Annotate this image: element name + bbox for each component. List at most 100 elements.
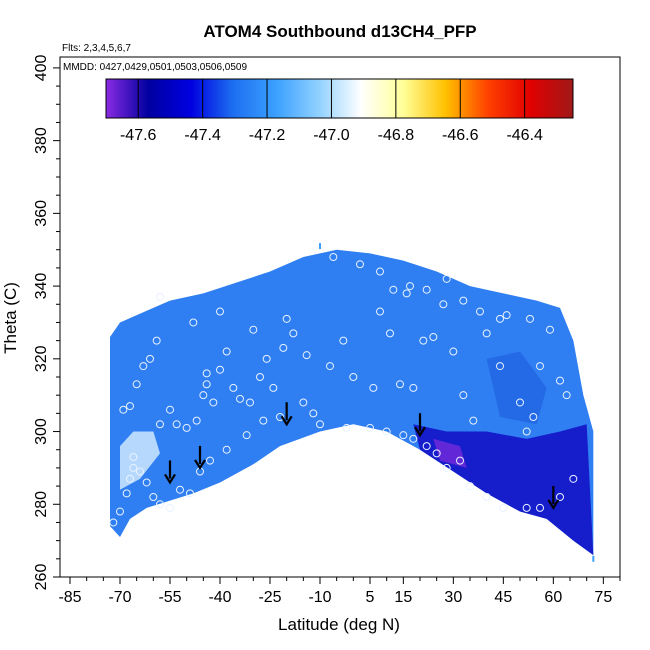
x-tick-label: 60 <box>544 589 562 606</box>
sample-point <box>339 336 348 345</box>
x-axis-label: Latitude (deg N) <box>278 615 400 634</box>
sample-point <box>502 311 511 320</box>
sample-point <box>442 463 451 472</box>
arrow-head <box>547 499 560 510</box>
arrow-head <box>414 426 426 438</box>
y-tick-label: 320 <box>33 345 50 372</box>
sample-point <box>522 503 531 512</box>
sample-point <box>209 398 218 407</box>
sample-point <box>156 293 164 301</box>
x-tick-label: 30 <box>444 589 462 606</box>
sample-point <box>279 343 288 352</box>
sample-point <box>206 456 214 465</box>
sample-point <box>269 383 278 392</box>
purple-patch <box>433 438 467 468</box>
sample-point <box>116 507 124 516</box>
y-tick-label: 300 <box>33 418 50 445</box>
sample-point <box>122 489 131 498</box>
sample-point <box>396 380 404 389</box>
sample-point <box>329 253 338 261</box>
sample-point <box>516 398 524 407</box>
x-tick-label: -10 <box>308 589 331 606</box>
sample-point <box>146 354 154 363</box>
sample-point <box>349 373 358 381</box>
sample-point <box>136 467 144 476</box>
x-tick-label: -85 <box>58 589 81 606</box>
sample-point <box>222 347 231 356</box>
x-tick-label: 45 <box>494 589 512 606</box>
x-tick-label: -40 <box>208 589 231 606</box>
sample-point <box>522 427 531 436</box>
x-tick-label: -70 <box>108 589 131 606</box>
sample-point <box>242 431 251 440</box>
sample-point <box>529 413 538 421</box>
sample-point <box>236 394 244 403</box>
x-tick-label: -25 <box>258 589 281 606</box>
sample-point <box>429 333 438 341</box>
sample-point <box>356 260 364 269</box>
sample-point <box>456 456 464 465</box>
sample-point <box>409 434 418 443</box>
profile-arrows <box>164 402 560 510</box>
colorbar-tick-label: -46.6 <box>442 127 479 144</box>
sample-point <box>496 314 504 323</box>
sample-point <box>316 420 324 429</box>
arrow-head <box>280 415 293 427</box>
sample-point <box>482 493 491 501</box>
sample-point <box>459 391 468 400</box>
sample-point <box>229 383 238 392</box>
sample-point <box>216 365 224 374</box>
sample-point <box>449 347 458 356</box>
y-axis-label: Theta (C) <box>1 282 20 354</box>
sample-point <box>222 445 231 454</box>
sample-point <box>376 267 384 276</box>
sample-point <box>126 402 134 411</box>
sample-point <box>556 493 564 501</box>
sample-point <box>259 416 268 425</box>
sample-point <box>399 431 408 440</box>
sample-point <box>129 463 138 472</box>
sample-point <box>406 282 414 291</box>
sample-point <box>466 482 474 491</box>
y-axis: 260 280 300 320 340 360 380 400 <box>33 54 60 590</box>
sample-point <box>382 427 391 436</box>
sample-point <box>192 416 201 425</box>
x-tick-label: 75 <box>594 589 612 606</box>
sample-point <box>432 449 441 458</box>
sample-point <box>182 423 191 432</box>
sample-point <box>469 416 478 425</box>
sample-point <box>249 325 258 334</box>
y-tick-label: 360 <box>33 200 50 227</box>
sample-point <box>282 314 291 323</box>
sample-point <box>459 296 468 305</box>
arrow-head <box>164 473 176 485</box>
colorbar-tick-label: -47.0 <box>313 127 350 144</box>
y-tick-label: 380 <box>33 127 50 154</box>
sample-point <box>366 423 374 432</box>
x-tick-label: 15 <box>394 589 412 606</box>
sample-point <box>499 503 508 512</box>
sample-point <box>189 318 198 327</box>
sample-point <box>326 362 334 371</box>
sample-point <box>376 307 384 316</box>
sample-point <box>126 474 134 483</box>
sample-point <box>132 380 141 389</box>
sample-point <box>289 329 298 338</box>
sample-point <box>152 336 161 345</box>
arrow-head <box>194 459 206 470</box>
sample-point <box>386 329 394 338</box>
y-tick-label: 260 <box>33 564 50 591</box>
sample-point <box>142 478 151 487</box>
dates-label: MMDD: 0427,0429,0501,0503,0506,0509 <box>63 62 247 73</box>
sample-points <box>109 253 578 527</box>
flights-label: Flts: 2,3,4,5,6,7 <box>62 43 131 54</box>
sample-point <box>482 329 491 338</box>
y-tick-label: 340 <box>33 273 50 300</box>
sample-point <box>302 351 311 360</box>
sample-point <box>546 325 554 334</box>
sample-point <box>276 413 284 421</box>
sample-point <box>262 354 271 363</box>
sample-point <box>166 405 174 414</box>
sample-point <box>422 442 431 451</box>
sample-point <box>256 373 264 381</box>
